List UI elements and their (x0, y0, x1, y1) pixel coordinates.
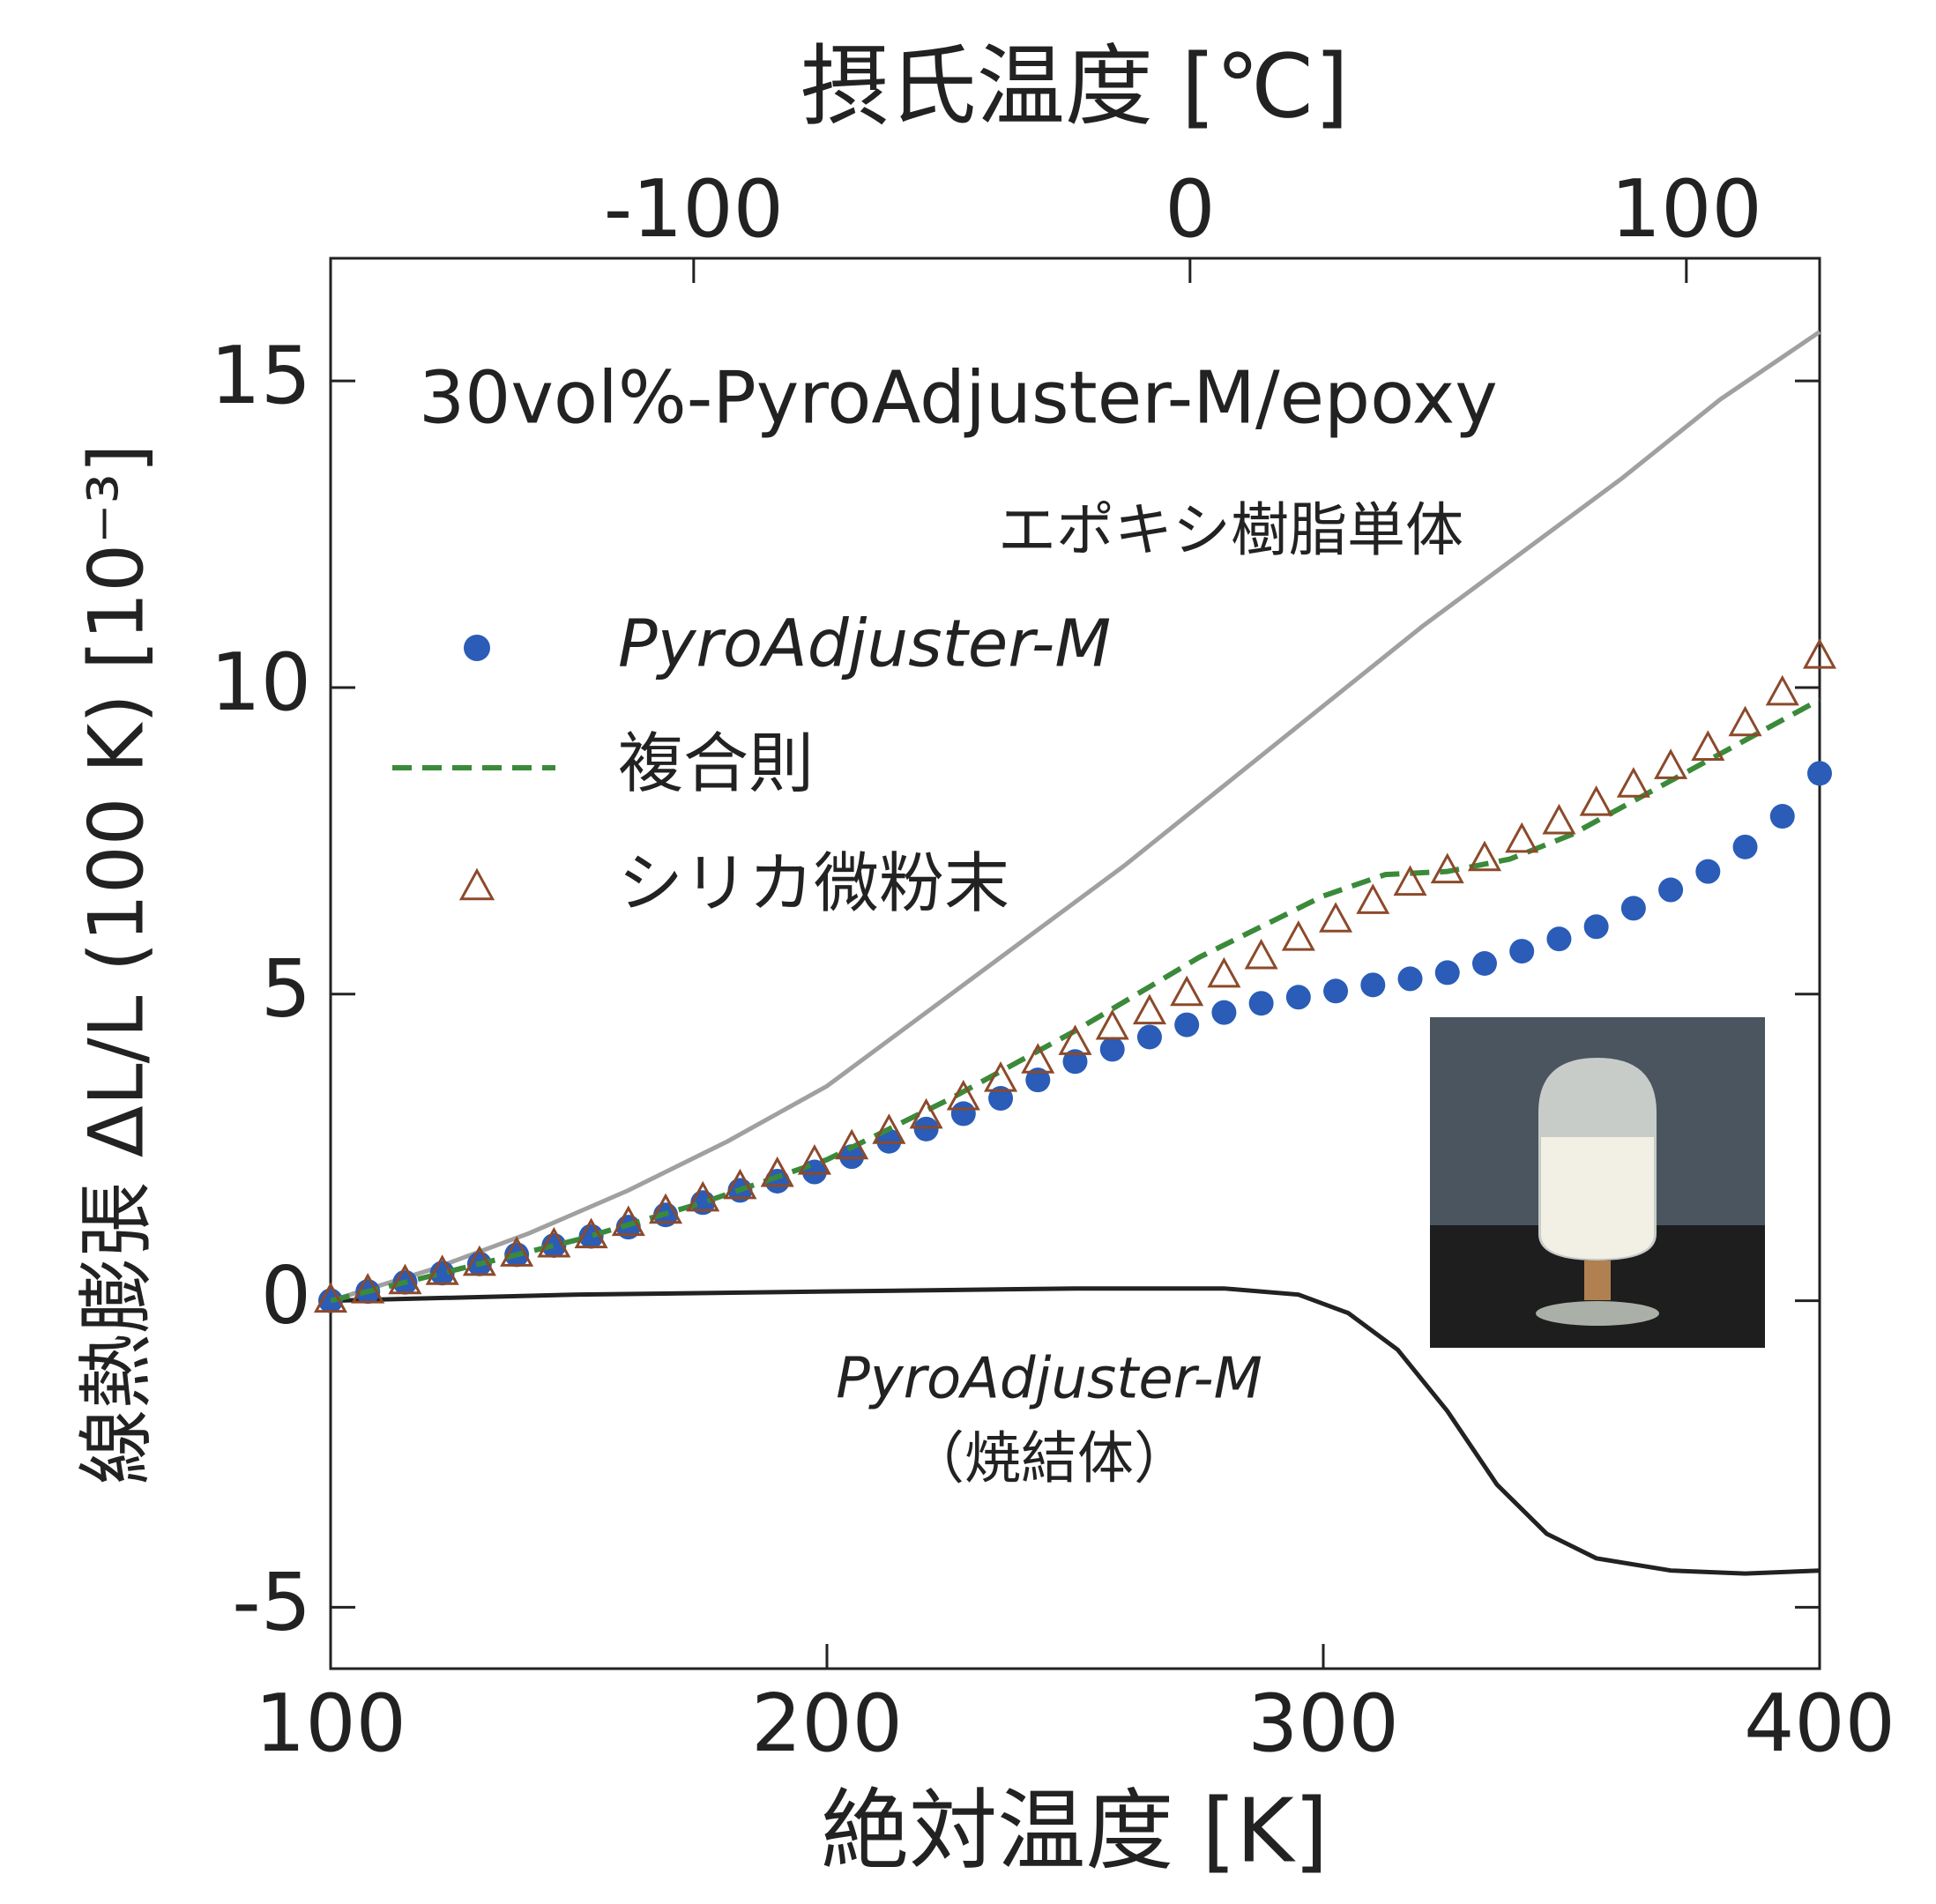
curve-label: エポキシ樹脂単体 (998, 496, 1463, 564)
legend-item: シリカ微粉末 (461, 846, 1009, 922)
data-point (1545, 807, 1574, 833)
photo-inset (1430, 1017, 1765, 1348)
legend-label: 複合則 (618, 726, 814, 802)
data-point (1546, 926, 1571, 951)
data-point (1360, 972, 1385, 997)
data-point (1509, 939, 1534, 963)
curve-label: PyroAdjuster-M (836, 1347, 1262, 1412)
legend-item: PyroAdjuster-M (464, 606, 1111, 682)
data-point (1100, 1037, 1125, 1061)
data-point (1398, 966, 1423, 991)
data-point (1657, 751, 1686, 777)
data-point (1137, 1024, 1162, 1049)
chart: 摂氏温度 [℃] 絶対温度 [K] 線熱膨張 ΔL/L (100 K) [10⁻… (0, 0, 1936, 1904)
data-point (1286, 985, 1311, 1009)
legend-item: 複合則 (392, 726, 814, 802)
data-point (1359, 886, 1388, 912)
data-point (1173, 978, 1202, 1005)
x2-tick-label: 100 (1611, 163, 1762, 256)
data-point (1658, 878, 1683, 903)
x-tick-label: 400 (1744, 1677, 1895, 1770)
data-point (1582, 788, 1611, 814)
data-point (1284, 923, 1313, 949)
curve-label: （焼結体） (908, 1427, 1190, 1492)
y-tick-label: 0 (261, 1249, 311, 1342)
x2-tick-label: 0 (1165, 163, 1215, 256)
data-point (1695, 859, 1720, 884)
x-axis-title: 絶対温度 [K] (821, 1779, 1328, 1882)
data-point (951, 1101, 976, 1126)
data-point (1249, 991, 1274, 1015)
legend-label: PyroAdjuster-M (618, 606, 1111, 682)
y-axis-title: 線熱膨張 ΔL/L (100 K) [10⁻³] (72, 443, 160, 1484)
data-point (1807, 761, 1832, 785)
data-point (1621, 896, 1646, 920)
data-point (1768, 678, 1797, 704)
data-point (1619, 770, 1648, 796)
y-tick-label: 10 (210, 636, 311, 729)
annotation: 30vol%-PyroAdjuster-M/epoxy (419, 356, 1498, 440)
legend-marker (461, 871, 492, 899)
data-point (1211, 1000, 1236, 1025)
x-tick-label: 300 (1247, 1677, 1399, 1770)
x-tick-label: 100 (255, 1677, 406, 1770)
data-point (1472, 951, 1497, 976)
data-point (1731, 709, 1760, 735)
data-point (1435, 960, 1460, 985)
x-tick-label: 200 (751, 1677, 903, 1770)
legend-marker (464, 635, 490, 661)
top-axis-title: 摂氏温度 [℃] (800, 34, 1349, 138)
data-point (1210, 960, 1239, 986)
y-tick-label: 5 (261, 943, 311, 1036)
x2-tick-label: -100 (604, 163, 784, 256)
legend-label: シリカ微粉末 (618, 846, 1009, 922)
data-point (1322, 904, 1351, 931)
data-point (1733, 835, 1758, 859)
data-point (1508, 825, 1537, 852)
data-point (914, 1117, 939, 1142)
data-point (1174, 1013, 1199, 1038)
data-point (1770, 804, 1795, 829)
data-point (1247, 941, 1276, 968)
y-tick-label: -5 (232, 1556, 311, 1648)
data-point (1135, 997, 1164, 1023)
data-point (1584, 914, 1609, 939)
data-point (1323, 978, 1348, 1003)
y-tick-label: 15 (210, 330, 311, 422)
